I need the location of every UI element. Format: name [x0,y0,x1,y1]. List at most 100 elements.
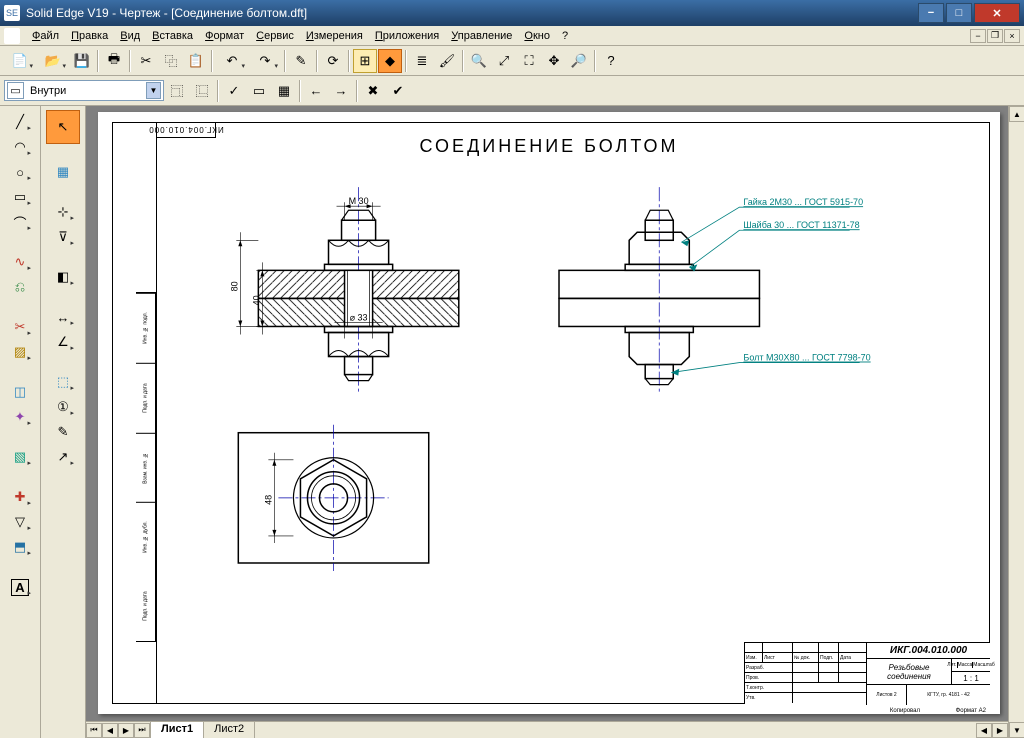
mdi-document-icon[interactable] [4,28,20,44]
scroll-left-button[interactable]: ◀ [976,723,992,738]
zoom-button[interactable]: ⤢ [492,49,516,73]
snap-button[interactable]: ◆ [378,49,402,73]
tb2-prev-button[interactable]: ← [304,79,328,103]
arc-tool[interactable]: ◠ [7,135,33,159]
select-tool[interactable]: ↖ [46,110,80,144]
note-tool[interactable]: ✎ [50,420,76,444]
style-combo[interactable]: ▭ Внутри ▼ [4,80,164,101]
title-bar: SE Solid Edge V19 - Чертеж - [Соединение… [0,0,1024,26]
zoom-tool-button[interactable]: 🔎 [567,49,591,73]
style-thumb-icon: ▭ [7,82,24,99]
undo-button[interactable]: ↶ [216,49,248,73]
app-icon: SE [4,5,20,21]
tab-nav-last[interactable]: ⏭ [134,723,150,738]
help-button[interactable]: ? [599,49,623,73]
tb-code: ИКГ.004.010.000 [867,643,990,659]
format-label: Формат А2 [956,708,986,714]
menu-apps[interactable]: Приложения [369,28,445,44]
scroll-up-button[interactable]: ▲ [1009,106,1024,122]
trim-tool[interactable]: ✂ [7,315,33,339]
pan-button[interactable]: ✥ [542,49,566,73]
menu-service[interactable]: Сервис [250,28,300,44]
tb2-accept-button[interactable]: ✔ [386,79,410,103]
save-button[interactable]: 💾 [70,49,94,73]
tb2-btn-2[interactable]: ⿺ [190,79,214,103]
tb2-highlight-button[interactable]: ✓ [222,79,246,103]
tb2-btn-1[interactable]: ⿹ [165,79,189,103]
vertical-scrollbar[interactable]: ▲ ▼ [1008,106,1024,738]
mdi-restore-button[interactable]: ❐ [987,29,1003,43]
offset-tool[interactable]: ⎌ [7,275,33,299]
text-tool[interactable]: A [7,575,33,599]
update-button[interactable]: ⟳ [321,49,345,73]
zoom-area-button[interactable]: 🔍 [467,49,491,73]
menu-view[interactable]: Вид [114,28,146,44]
menu-insert[interactable]: Вставка [146,28,199,44]
menu-format[interactable]: Формат [199,28,250,44]
open-button[interactable]: 📂 [37,49,69,73]
relate-tool[interactable]: ⊽ [50,225,76,249]
part-tool[interactable]: ⬚ [50,370,76,394]
tb2-next-button[interactable]: → [329,79,353,103]
mdi-close-button[interactable]: × [1004,29,1020,43]
curve-tool[interactable]: ∿ [7,250,33,274]
line-tool[interactable]: ╱ [7,110,33,134]
menu-help[interactable]: ? [556,28,574,44]
new-button[interactable]: 📄 [4,49,36,73]
layers-button[interactable]: ≣ [410,49,434,73]
leader-tool[interactable]: ↗ [50,445,76,469]
fillet-tool[interactable]: ⌒ [7,210,33,234]
menu-manage[interactable]: Управление [445,28,518,44]
title-block: Изм.Лист№ док.Подп.Дата Разраб. Пров. Т.… [744,642,990,704]
sketch-button[interactable]: ✎ [289,49,313,73]
tab-nav-prev[interactable]: ◀ [102,723,118,738]
place-tool[interactable]: ✦ [7,405,33,429]
scroll-down-button[interactable]: ▼ [1009,722,1024,738]
print-button[interactable]: 🖶 [102,49,126,73]
scroll-right-button[interactable]: ▶ [992,723,1008,738]
dim-angle-tool[interactable]: ∠ [50,330,76,354]
mdi-minimize-button[interactable]: − [970,29,986,43]
minimize-button[interactable]: − [918,3,944,23]
align-tool[interactable]: ▦ [50,160,76,184]
tab-nav-first[interactable]: ⏮ [86,723,102,738]
tb2-select-button[interactable]: ▭ [247,79,271,103]
dim-smart-tool[interactable]: ↔ [50,305,76,329]
menu-edit[interactable]: Правка [65,28,114,44]
tb2-cancel-button[interactable]: ✖ [361,79,385,103]
view-cube-tool[interactable]: ◫ [7,380,33,404]
balloon-tool[interactable]: ① [50,395,76,419]
menu-window[interactable]: Окно [518,28,556,44]
ann-nut: Гайка 2М30 ... ГОСТ 5915-70 [743,197,863,207]
sheet-tab-1[interactable]: Лист1 [150,722,204,738]
rect-tool[interactable]: ▭ [7,185,33,209]
format-painter-button[interactable]: 🖌 [435,49,459,73]
constraint-tool[interactable]: ⊹ [50,200,76,224]
menu-file[interactable]: Файл [26,28,65,44]
sheet-tab-2[interactable]: Лист2 [203,722,255,738]
close-button[interactable]: ✕ [974,3,1020,23]
tb-org: КГТУ, гр. 4181 - 42 [907,685,990,705]
tab-nav-next[interactable]: ▶ [118,723,134,738]
maximize-button[interactable]: □ [946,3,972,23]
block-tool[interactable]: ▧ [7,445,33,469]
grid-button[interactable]: ⊞ [353,49,377,73]
symbol-tool[interactable]: ▽ [7,510,33,534]
chevron-down-icon[interactable]: ▼ [146,82,161,99]
circle-tool[interactable]: ○ [7,160,33,184]
fit-button[interactable]: ⛶ [517,49,541,73]
cut-button[interactable]: ✂ [134,49,158,73]
ann-washer: Шайба 30 ... ГОСТ 11371-78 [743,220,859,230]
colorfill-tool[interactable]: ◧ [50,265,76,289]
menu-measure[interactable]: Измерения [300,28,369,44]
hatch-tool[interactable]: ▨ [7,340,33,364]
dim-48: 48 [263,495,273,505]
redo-button[interactable]: ↷ [249,49,281,73]
construct-tool[interactable]: ✚ [7,485,33,509]
standard-toolbar: 📄 📂 💾 🖶 ✂ ⿻ 📋 ↶ ↷ ✎ ⟳ ⊞ ◆ ≣ 🖌 🔍 ⤢ ⛶ ✥ 🔎 … [0,46,1024,76]
paste-button[interactable]: 📋 [184,49,208,73]
tb2-region-button[interactable]: ▦ [272,79,296,103]
project-tool[interactable]: ⬒ [7,535,33,559]
copy-button[interactable]: ⿻ [159,49,183,73]
drawing-canvas[interactable]: ИКГ.004.010.000 СОЕДИНЕНИЕ БОЛТОМ Инв. №… [86,106,1024,738]
